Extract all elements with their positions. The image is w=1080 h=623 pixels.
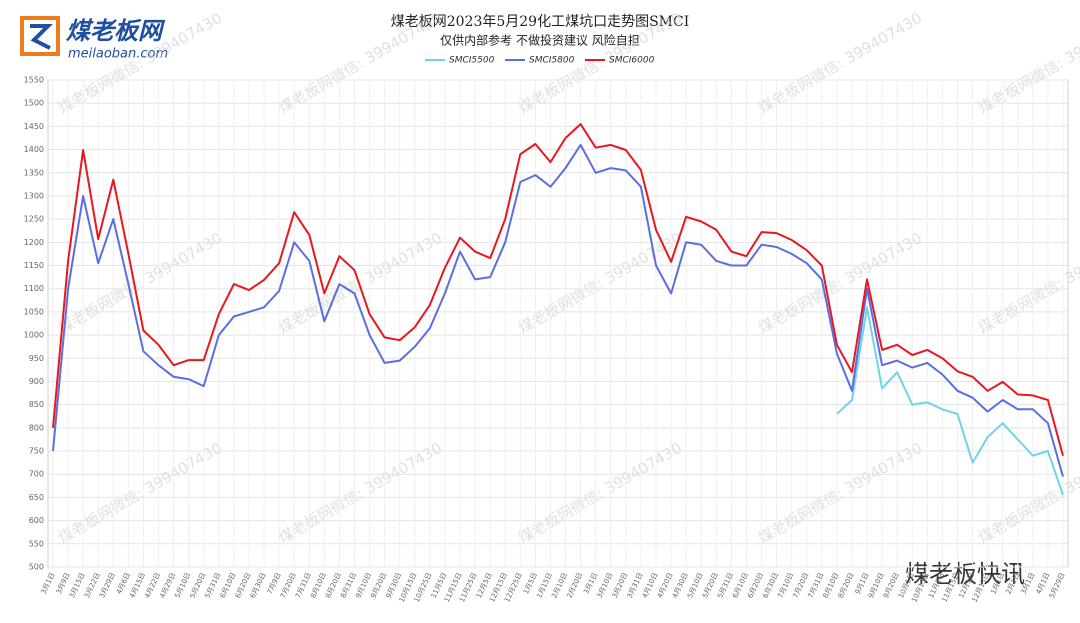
y-tick-label: 1550 <box>24 76 44 85</box>
y-tick-label: 1200 <box>24 238 44 247</box>
y-tick-label: 850 <box>29 400 44 409</box>
y-tick-label: 1400 <box>24 145 44 154</box>
y-tick-label: 1100 <box>24 284 44 293</box>
y-tick-label: 1150 <box>24 261 44 270</box>
y-tick-label: 800 <box>29 423 44 432</box>
logo-url: meilaoban.com <box>68 47 168 62</box>
y-tick-label: 1000 <box>24 331 44 340</box>
legend-label: SMCI5800 <box>529 56 575 66</box>
y-tick-label: 1300 <box>24 191 44 200</box>
chart-subtitle: 仅供内部参考 不做投资建议 风险自担 <box>440 33 640 48</box>
logo-name: 煤老板网 <box>66 17 166 45</box>
logo: 煤老板网 meilaoban.com <box>20 16 168 62</box>
y-tick-label: 1500 <box>24 99 44 108</box>
y-tick-label: 950 <box>29 354 44 363</box>
logo-icon-mark <box>30 24 53 50</box>
series-line <box>836 306 1064 496</box>
series-line <box>52 123 1064 456</box>
y-tick-label: 1450 <box>24 122 44 131</box>
y-tick-label: 700 <box>29 470 44 479</box>
legend-label: SMCI5500 <box>449 56 495 66</box>
y-tick-label: 1350 <box>24 168 44 177</box>
y-tick-label: 500 <box>29 563 44 572</box>
y-tick-label: 750 <box>29 447 44 456</box>
y-tick-label: 1250 <box>24 215 44 224</box>
y-tick-label: 600 <box>29 516 44 525</box>
chart-title: 煤老板网2023年5月29化工煤坑口走势图SMCI <box>391 14 690 30</box>
y-tick-label: 550 <box>29 539 44 548</box>
legend-label: SMCI6000 <box>609 56 655 66</box>
footer-brand: 煤老板快讯 <box>905 560 1025 588</box>
y-tick-label: 900 <box>29 377 44 386</box>
logo-icon <box>20 16 60 56</box>
series-line <box>52 143 1064 477</box>
y-tick-label: 650 <box>29 493 44 502</box>
y-tick-label: 1050 <box>24 307 44 316</box>
